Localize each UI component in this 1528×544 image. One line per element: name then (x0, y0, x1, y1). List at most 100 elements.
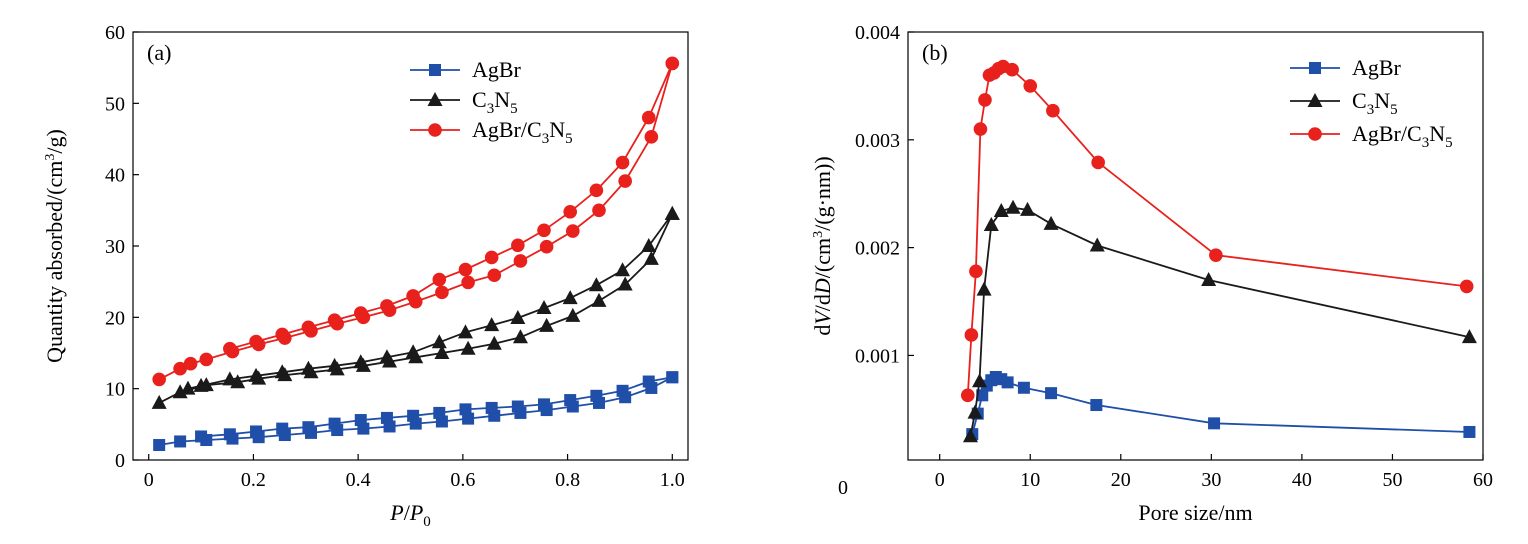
series-agbr-c3n5 (960, 59, 1474, 403)
legend-label: AgBr (472, 57, 522, 82)
x-tick-label: 0.2 (241, 469, 266, 491)
series-agbr (153, 371, 679, 452)
data-point (432, 272, 447, 287)
data-point (407, 409, 420, 422)
data-point (539, 317, 555, 332)
data-point (591, 292, 607, 307)
y-tick-label: 0.001 (855, 345, 900, 367)
data-point (1017, 381, 1030, 394)
data-point (566, 224, 580, 238)
y-tick-label: 10 (105, 379, 125, 401)
data-point (976, 281, 992, 296)
data-point (223, 428, 236, 441)
data-point (1090, 399, 1103, 412)
x-tick-label: 60 (1473, 469, 1493, 491)
data-point (616, 384, 629, 397)
x-tick-label: 20 (1111, 469, 1131, 491)
data-point (1046, 103, 1060, 118)
x-tick-label: 0.8 (555, 469, 580, 491)
data-point (301, 320, 316, 335)
panel-label: (a) (147, 40, 171, 65)
data-point (487, 268, 502, 283)
data-point (993, 202, 1009, 217)
data-point (1020, 201, 1036, 216)
data-point (174, 435, 187, 448)
legend-item: AgBr/C3​N5​ (410, 117, 573, 147)
data-point (152, 372, 166, 387)
series-c3n5 (962, 199, 1477, 443)
data-point (1005, 62, 1019, 77)
data-point (484, 317, 500, 332)
adsorption-line (158, 63, 674, 381)
data-point (1209, 248, 1223, 262)
data-point (641, 238, 657, 252)
data-point (973, 122, 988, 136)
data-point (302, 421, 315, 434)
x-tick-label: 10 (1020, 469, 1040, 491)
data-point (590, 389, 603, 402)
legend-marker (1309, 62, 1321, 74)
data-point (967, 404, 983, 419)
data-point (1089, 237, 1105, 252)
data-point (153, 439, 166, 452)
y-tick-label: 50 (105, 93, 125, 115)
legend-marker (1308, 127, 1322, 141)
panel-label: (b) (922, 40, 948, 65)
legend-label: C3​N5​ (472, 87, 518, 117)
x-axis-title: P/P0​ (389, 500, 431, 530)
data-point (406, 289, 420, 303)
legend-item: AgBr/C3​N5​ (1290, 121, 1453, 151)
data-point (1091, 155, 1105, 170)
data-point (964, 328, 979, 342)
legend-label: C3​N5​ (1352, 88, 1398, 118)
data-point (641, 110, 656, 125)
x-tick-label: 0 (144, 469, 154, 491)
x-tick-label: 30 (1201, 469, 1221, 491)
legend-item: C3​N5​ (410, 87, 518, 117)
data-point (588, 277, 604, 292)
x-tick-label: 0 (935, 469, 945, 491)
data-point (615, 155, 630, 170)
y-tick-label: 30 (105, 236, 125, 258)
y-tick-label: 0.003 (855, 130, 900, 152)
data-point (617, 276, 633, 291)
y-tick-label: 40 (105, 165, 125, 187)
data-point (275, 327, 290, 342)
data-point (300, 360, 316, 375)
data-point (510, 310, 526, 325)
data-point (644, 130, 659, 144)
data-point (222, 371, 238, 386)
legend-item: AgBr (1290, 55, 1402, 80)
data-point (592, 203, 606, 218)
plot-frame (132, 31, 689, 461)
data-point (1001, 376, 1014, 389)
data-point (353, 354, 369, 369)
data-point (484, 250, 499, 265)
data-point (1043, 215, 1059, 230)
series-line (969, 206, 1470, 437)
data-point (666, 371, 679, 384)
panel-a-isotherm-chart: 0 0.2 0.4 0.6 0.8 1.0 0 10 20 30 40 50 60 (a) P/P0​ Qua… (42, 22, 689, 530)
data-point (248, 367, 264, 382)
data-point (538, 398, 551, 411)
legend-item: C3​N5​ (1290, 88, 1398, 118)
data-point (250, 425, 263, 438)
legend-marker (429, 64, 441, 76)
y-tick-label: 0 (115, 450, 125, 472)
data-point (327, 357, 343, 372)
data-point (1201, 271, 1217, 286)
data-point (512, 329, 528, 344)
data-point (433, 406, 446, 419)
panel-b-pore-size-chart: 0 10 20 30 40 50 60 0.001 0.002 0.003 0.004 0 (b) Por… (810, 22, 1493, 525)
data-point (435, 285, 449, 300)
data-point (618, 174, 632, 188)
x-tick-label: 50 (1382, 469, 1402, 491)
data-point (642, 375, 655, 388)
data-point (172, 384, 188, 399)
data-point (972, 373, 988, 388)
data-point (380, 299, 394, 313)
series-c3n5 (151, 205, 680, 409)
data-point (1005, 199, 1021, 214)
y-tick-label: 60 (105, 22, 125, 44)
